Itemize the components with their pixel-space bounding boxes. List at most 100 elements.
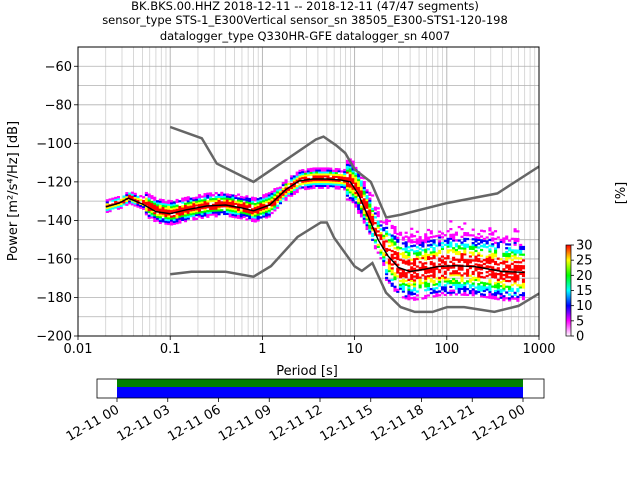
- density-cell: [264, 210, 269, 213]
- density-cell: [488, 285, 492, 288]
- density-cell: [449, 291, 453, 294]
- density-cell: [488, 259, 492, 263]
- density-cell: [382, 221, 386, 224]
- density-cell: [189, 197, 193, 200]
- density-cell: [432, 235, 436, 238]
- density-cell: [488, 286, 492, 290]
- density-cell: [482, 230, 486, 233]
- density-cell: [345, 161, 350, 164]
- density-cell: [298, 173, 302, 176]
- density-cell: [225, 206, 229, 210]
- density-cell: [474, 236, 478, 239]
- density-cell: [175, 204, 179, 207]
- density-cell: [156, 215, 160, 218]
- density-cell: [312, 175, 316, 178]
- density-cell: [161, 200, 165, 204]
- density-cell: [119, 202, 123, 206]
- density-cell: [415, 242, 419, 245]
- density-cell: [457, 245, 461, 248]
- density-cell: [323, 175, 327, 178]
- density-cell: [323, 180, 327, 184]
- density-cell: [480, 264, 484, 267]
- density-cell: [211, 211, 215, 214]
- density-cell: [345, 188, 350, 191]
- density-cell: [499, 271, 503, 274]
- density-cell: [334, 185, 338, 188]
- density-cell: [164, 205, 168, 208]
- density-cell: [122, 195, 126, 198]
- density-cell: [354, 191, 358, 195]
- density-cell: [519, 243, 523, 247]
- density-cell: [351, 177, 355, 181]
- density-cell: [250, 219, 255, 223]
- density-cell: [407, 284, 411, 287]
- density-cell: [175, 222, 179, 225]
- density-cell: [426, 240, 431, 243]
- density-cell: [379, 234, 383, 237]
- density-cell: [211, 213, 215, 216]
- density-cell: [443, 280, 447, 283]
- density-cell: [443, 286, 447, 289]
- density-cell: [502, 252, 506, 255]
- density-cell: [463, 285, 467, 289]
- density-cell: [197, 215, 202, 218]
- density-cell: [167, 220, 171, 224]
- density-cell: [446, 291, 450, 294]
- density-cell: [189, 205, 193, 208]
- density-cell: [493, 286, 498, 289]
- density-cell: [521, 272, 526, 276]
- density-cell: [323, 167, 327, 170]
- density-cell: [365, 196, 369, 200]
- density-cell: [396, 288, 400, 291]
- density-cell: [457, 281, 461, 285]
- density-cell: [144, 203, 148, 206]
- density-cell: [284, 185, 288, 188]
- density-cell: [262, 215, 266, 218]
- density-cell: [507, 266, 512, 269]
- density-cell: [214, 211, 218, 214]
- density-cell: [443, 263, 447, 266]
- density-cell: [195, 204, 199, 207]
- density-cell: [200, 195, 204, 198]
- density-cell: [264, 212, 269, 215]
- density-cell: [281, 187, 285, 191]
- density-cell: [225, 197, 229, 200]
- density-cell: [147, 208, 151, 212]
- density-cell: [496, 286, 500, 289]
- density-cell: [284, 198, 288, 201]
- density-cell: [432, 268, 436, 271]
- density-cell: [242, 202, 246, 205]
- density-cell: [463, 239, 467, 242]
- density-cell: [379, 237, 383, 241]
- density-cell: [432, 270, 436, 273]
- density-cell: [237, 216, 241, 219]
- density-cell: [365, 189, 369, 192]
- density-cell: [438, 269, 442, 272]
- density-cell: [407, 255, 411, 258]
- density-cell: [477, 252, 481, 255]
- density-cell: [267, 192, 271, 195]
- density-cell: [200, 214, 204, 218]
- density-cell: [153, 208, 157, 211]
- coverage-frame: [96, 378, 545, 399]
- density-cell: [521, 286, 526, 289]
- density-cell: [169, 200, 174, 203]
- density-cell: [438, 242, 442, 245]
- density-cell: [480, 289, 484, 292]
- density-cell: [457, 285, 461, 288]
- density-cell: [491, 233, 495, 236]
- density-cell: [331, 183, 336, 186]
- density-cell: [463, 247, 467, 250]
- density-cell: [125, 195, 129, 199]
- density-cell: [407, 292, 411, 295]
- density-cell: [516, 249, 520, 252]
- density-cell: [348, 183, 352, 186]
- density-cell: [362, 194, 366, 197]
- coverage-data-bar: [117, 387, 523, 398]
- density-cell: [426, 248, 431, 251]
- density-cell: [105, 208, 109, 212]
- density-cell: [466, 237, 470, 241]
- density-cell: [424, 296, 428, 300]
- density-cell: [424, 262, 428, 265]
